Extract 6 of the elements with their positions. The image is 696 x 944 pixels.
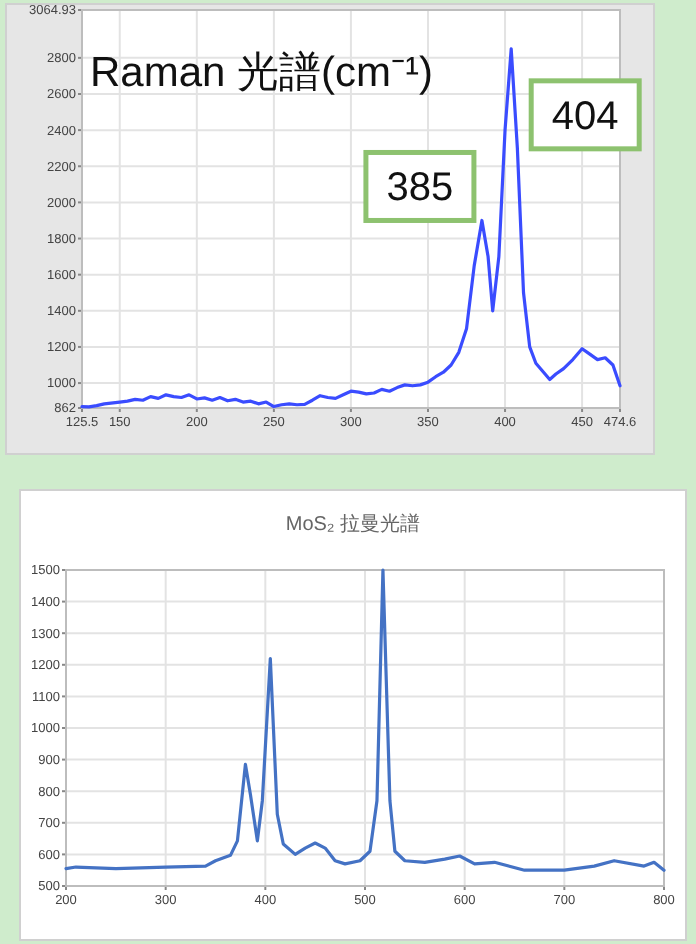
line-series <box>80 47 622 409</box>
text: Raman 光譜(cm⁻¹) <box>90 50 434 96</box>
chart-title: MoS₂ 拉曼光譜 <box>285 512 421 536</box>
annotation: 404 <box>551 94 619 139</box>
annotation: 385 <box>386 166 454 211</box>
line-series <box>64 568 666 872</box>
